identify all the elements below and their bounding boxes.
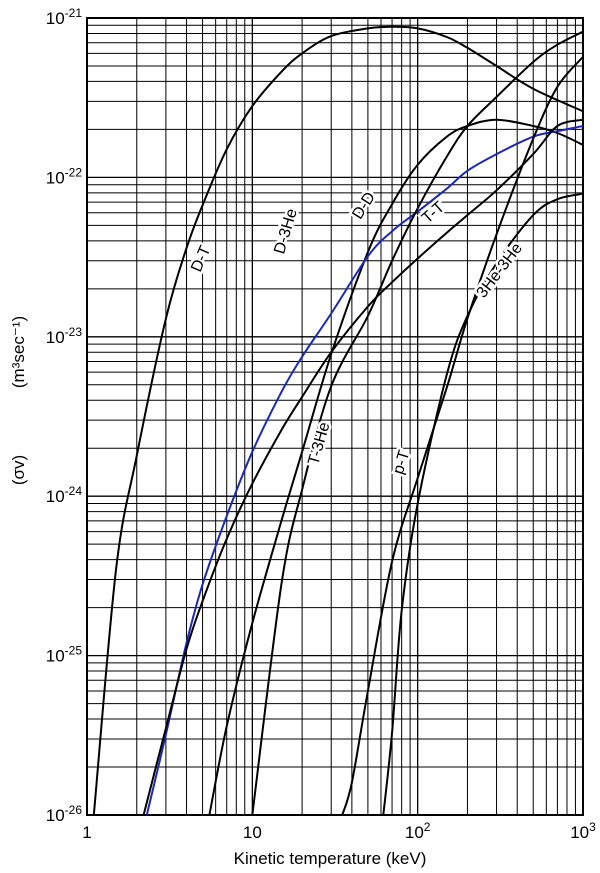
x-tick-label: 103 [570,820,596,842]
plot-frame [86,17,584,816]
curves [92,25,584,816]
x-tick-label: 102 [405,820,431,842]
series-label-d-d: D-D [349,189,379,222]
series-line-p-t [341,56,584,816]
grid [87,17,584,815]
series-line-d-t [92,25,584,816]
series-label-d-t: D-T [188,243,214,274]
series-label-t-t: T-T [419,198,448,227]
y-tick-label: 10-25 [46,644,83,666]
y-tick-label: 10-21 [46,6,83,28]
x-tick-labels: 1 10 102 103 [82,820,596,842]
series-line-d-3he [208,118,584,816]
series-line-t-t [142,118,584,816]
series-line-3he-3he [382,192,584,816]
y-tick-labels: 10-26 10-25 10-24 10-23 10-22 10-21 [46,6,83,825]
y-tick-label: 10-23 [46,325,83,347]
x-axis-title: Kinetic temperature (keV) [234,849,427,868]
y-tick-label: 10-26 [46,803,83,825]
series-line-t-3he [251,30,584,816]
series-label-3he-3he: 3He-3He [474,240,526,301]
series-line-d-d [145,125,584,816]
y-axis-title-units: (m³sec⁻¹) [9,316,28,388]
x-tick-label: 1 [82,823,91,842]
x-tick-label: 10 [243,823,262,842]
y-axis-title-symbol: (σv) [9,455,28,485]
series-label-d-3he: D-3He [271,207,301,256]
y-tick-label: 10-24 [46,484,83,506]
y-tick-label: 10-22 [46,165,83,187]
